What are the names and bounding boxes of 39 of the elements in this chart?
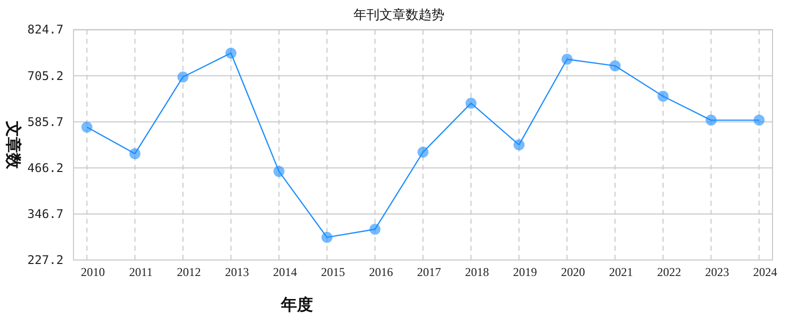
x-tick-label: 2019 (513, 265, 538, 279)
x-tick-label: 2015 (320, 265, 345, 279)
x-tick-label: 2017 (417, 265, 441, 279)
y-tick-label: 585.7 (27, 114, 64, 129)
point (466, 98, 477, 109)
point (418, 146, 428, 158)
x-tick-label: 2020 (561, 265, 586, 279)
x-tick-label: 2016 (368, 265, 393, 279)
x-tick-label: 2012 (176, 265, 201, 279)
point (658, 90, 669, 102)
point (706, 114, 717, 126)
y-tick-label: 824.7 (27, 22, 64, 37)
y-tick-label: 346.7 (27, 206, 64, 221)
point (562, 54, 573, 65)
point (177, 71, 188, 82)
y-tick-label: 705.2 (27, 68, 64, 83)
x-tick-label: 2011 (129, 265, 153, 279)
x-tick-label: 2018 (465, 265, 490, 279)
x-tick-label: 2022 (657, 265, 682, 279)
point (273, 166, 284, 177)
x-tick-label: 2024 (753, 265, 778, 279)
point (754, 114, 765, 126)
point (321, 232, 332, 243)
y-axis-title: 文章数 (4, 120, 22, 170)
y-tick-label: 227.2 (27, 253, 64, 267)
point (514, 139, 525, 150)
x-axis-title: 年度 (280, 295, 313, 314)
x-tick-label: 2023 (705, 265, 730, 279)
point (225, 48, 236, 59)
point (369, 224, 380, 235)
x-tick-label: 2014 (272, 265, 297, 279)
chart-title: 年刊文章数趋势 (354, 7, 444, 22)
x-tick-label: 2021 (609, 265, 634, 279)
point (610, 60, 621, 72)
y-tick-label: 466.2 (27, 160, 64, 175)
x-tick-label: 2010 (80, 265, 105, 279)
point (81, 122, 92, 133)
x-tick-label: 2013 (224, 265, 249, 279)
point (129, 148, 140, 160)
